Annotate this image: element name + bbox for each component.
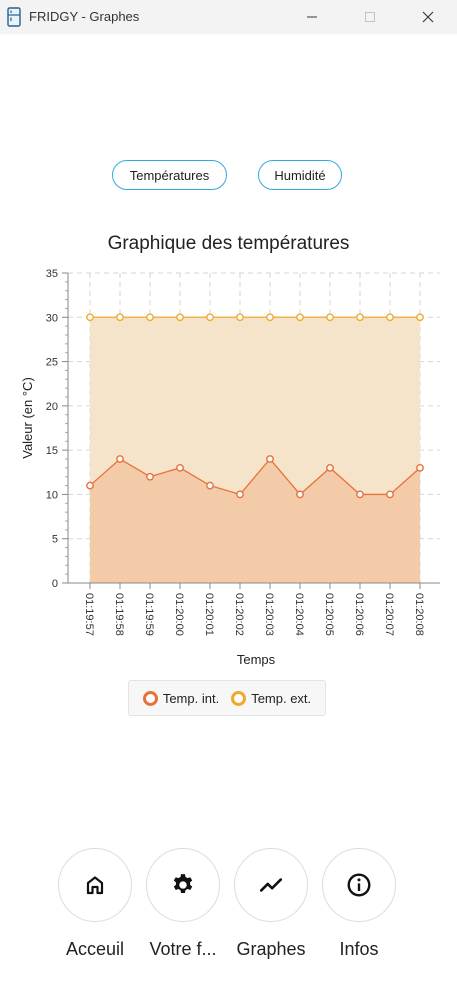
- x-tick-label: 01:20:06: [353, 593, 365, 636]
- x-tick-label: 01:20:07: [383, 593, 395, 636]
- chart-legend: Temp. int. Temp. ext.: [128, 680, 326, 716]
- data-point: [417, 314, 423, 320]
- data-point: [267, 314, 273, 320]
- x-axis-label: Temps: [237, 652, 276, 667]
- home-nav-label: Acceuil: [45, 939, 145, 960]
- minimize-icon: [306, 11, 318, 23]
- title-bar: FRIDGY - Graphes: [0, 0, 457, 34]
- y-tick-label: 0: [52, 578, 58, 590]
- maximize-button[interactable]: [347, 0, 393, 34]
- data-point: [297, 314, 303, 320]
- data-point: [417, 465, 423, 471]
- legend-item-interior: Temp. int.: [143, 691, 219, 706]
- legend-label-interior: Temp. int.: [163, 691, 219, 706]
- fridge-nav-label: Votre f...: [133, 939, 233, 960]
- x-tick-label: 01:20:05: [323, 593, 335, 636]
- x-tick-label: 01:20:02: [233, 593, 245, 636]
- info-nav-label: Infos: [309, 939, 409, 960]
- window-title: FRIDGY - Graphes: [29, 9, 139, 24]
- chart-areas: [90, 317, 420, 583]
- x-tick-label: 01:20:03: [263, 593, 275, 636]
- legend-dot-exterior: [231, 691, 246, 706]
- data-point: [207, 314, 213, 320]
- y-axis-label: Valeur (en °C): [20, 377, 35, 459]
- chart-title: Graphique des températures: [0, 233, 457, 255]
- data-point: [387, 491, 393, 497]
- fridge-nav-button[interactable]: [146, 848, 220, 922]
- legend-item-exterior: Temp. ext.: [231, 691, 311, 706]
- y-tick-label: 10: [46, 489, 58, 501]
- temperature-chart: 0 5 10 15 20 25 30 35 01:19:57 01:19:58 01:19:59 01…: [0, 260, 457, 680]
- y-tick-label: 35: [46, 268, 58, 280]
- data-point: [207, 482, 213, 488]
- data-point: [117, 456, 123, 462]
- info-icon: [346, 872, 372, 898]
- data-point: [147, 474, 153, 480]
- data-point: [297, 491, 303, 497]
- data-point: [267, 456, 273, 462]
- minimize-button[interactable]: [289, 0, 335, 34]
- data-point: [87, 482, 93, 488]
- data-point: [237, 314, 243, 320]
- x-tick-label: 01:20:01: [203, 593, 215, 636]
- x-tick-label: 01:19:57: [83, 593, 95, 636]
- data-point: [387, 314, 393, 320]
- data-point: [357, 314, 363, 320]
- y-tick-label: 5: [52, 534, 58, 546]
- data-point: [327, 465, 333, 471]
- data-point: [327, 314, 333, 320]
- data-point: [357, 491, 363, 497]
- humidity-tab-label: Humidité: [274, 168, 325, 183]
- temperatures-tab-button[interactable]: Températures: [112, 160, 227, 190]
- x-tick-label: 01:19:59: [143, 593, 155, 636]
- data-point: [87, 314, 93, 320]
- graphs-nav-button[interactable]: [234, 848, 308, 922]
- data-point: [237, 491, 243, 497]
- maximize-icon: [364, 11, 376, 23]
- close-button[interactable]: [405, 0, 451, 34]
- home-nav-button[interactable]: [58, 848, 132, 922]
- graphs-nav-label: Graphes: [221, 939, 321, 960]
- temperatures-tab-label: Températures: [130, 168, 209, 183]
- x-tick-label: 01:20:04: [293, 593, 305, 636]
- legend-dot-interior: [143, 691, 158, 706]
- home-icon: [83, 873, 107, 897]
- legend-label-exterior: Temp. ext.: [251, 691, 311, 706]
- info-nav-button[interactable]: [322, 848, 396, 922]
- data-point: [177, 465, 183, 471]
- y-tick-label: 20: [46, 401, 58, 413]
- data-point: [177, 314, 183, 320]
- x-tick-label: 01:20:00: [173, 593, 185, 636]
- x-tick-label: 01:19:58: [113, 593, 125, 636]
- y-tick-label: 15: [46, 445, 58, 457]
- y-tick-label: 30: [46, 312, 58, 324]
- humidity-tab-button[interactable]: Humidité: [258, 160, 342, 190]
- gear-icon: [170, 872, 196, 898]
- fridge-app-icon: [7, 7, 21, 27]
- x-tick-label: 01:20:08: [413, 593, 425, 636]
- trend-icon: [258, 872, 284, 898]
- y-tick-label: 25: [46, 357, 58, 369]
- data-point: [117, 314, 123, 320]
- close-icon: [422, 11, 434, 23]
- data-point: [147, 314, 153, 320]
